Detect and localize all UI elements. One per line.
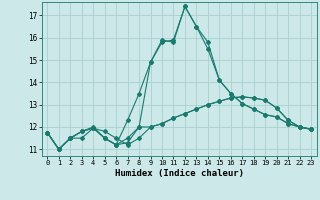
X-axis label: Humidex (Indice chaleur): Humidex (Indice chaleur) xyxy=(115,169,244,178)
